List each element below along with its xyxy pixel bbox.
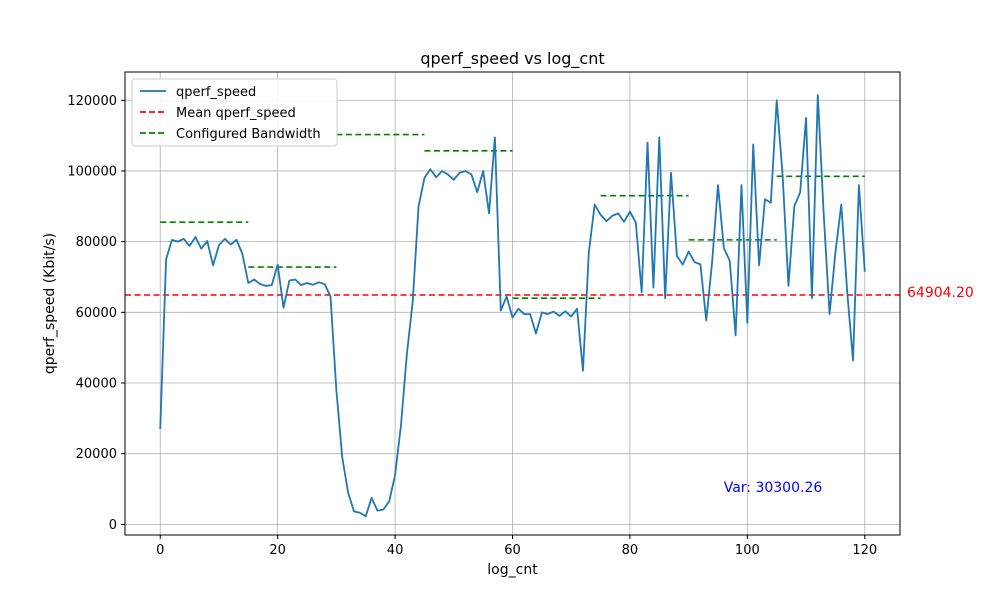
plot-area <box>125 94 900 518</box>
x-tick-label: 40 <box>387 543 404 558</box>
y-tick-label: 120000 <box>67 94 117 109</box>
mean-value-label: 64904.20 <box>907 285 974 301</box>
y-tick-label: 80000 <box>76 235 117 250</box>
x-tick-label: 100 <box>735 543 760 558</box>
chart-title: qperf_speed vs log_cnt <box>420 49 604 69</box>
y-tick-label: 40000 <box>76 377 117 392</box>
grid <box>125 72 900 535</box>
y-tick-label: 60000 <box>76 306 117 321</box>
x-tick-label: 120 <box>852 543 877 558</box>
x-axis-title: log_cnt <box>487 562 538 578</box>
legend-box <box>131 78 338 147</box>
legend-label-qperf-speed: qperf_speed <box>176 85 256 100</box>
x-tick-label: 80 <box>622 543 639 558</box>
y-tick-label: 100000 <box>67 164 117 179</box>
y-tick-label: 0 <box>109 518 117 533</box>
x-tick-label: 0 <box>156 543 164 558</box>
variance-label: Var: 30300.26 <box>724 480 823 496</box>
axis-ticks: 0 20 40 60 80 100 120 0 20000 40000 60000 80000 1000… <box>67 94 877 558</box>
legend-label-mean: Mean qperf_speed <box>176 106 296 121</box>
y-tick-label: 20000 <box>76 447 117 462</box>
x-tick-label: 20 <box>269 543 286 558</box>
legend-label-configured-bandwidth: Configured Bandwidth <box>176 127 321 142</box>
legend: qperf_speed Mean qperf_speed Configured … <box>131 78 338 147</box>
qperf-speed-line <box>159 94 866 518</box>
x-tick-label: 60 <box>504 543 521 558</box>
y-axis-title: qperf_speed (Kbit/s) <box>42 233 58 374</box>
